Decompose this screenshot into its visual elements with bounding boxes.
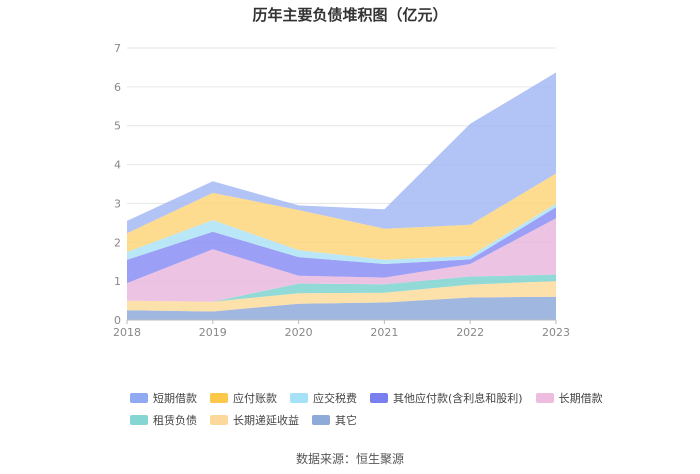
x-tick-label: 2020 [285,326,313,339]
y-tick-label: 0 [114,314,121,327]
legend-item[interactable]: 应付账款 [210,390,277,406]
legend-item[interactable]: 长期递延收益 [210,412,299,428]
y-tick-label: 1 [114,275,121,288]
area-租赁负债 [127,274,556,302]
legend-label: 其它 [335,414,357,427]
legend-swatch [130,393,148,403]
legend-swatch [210,415,228,425]
legend-item[interactable]: 应交税费 [290,390,357,406]
x-tick-label: 2018 [113,326,141,339]
y-tick-label: 2 [114,236,121,249]
legend-swatch [370,393,388,403]
legend-swatch [130,415,148,425]
y-tick-label: 5 [114,120,121,133]
x-tick-label: 2021 [370,326,398,339]
legend-item[interactable]: 短期借款 [130,390,197,406]
y-tick-label: 7 [114,42,121,55]
y-tick-label: 3 [114,197,121,210]
legend: 短期借款 应付账款 应交税费 其他应付款(含利息和股利) 长期借款 租赁负债 长期递延收益… [130,389,603,433]
legend-swatch [290,393,308,403]
legend-label: 长期借款 [558,392,603,405]
legend-row: 租赁负债 长期递延收益 其它 [130,411,590,429]
legend-item[interactable]: 其它 [312,412,357,428]
axes: 2018 2019 2020 2021 2022 2023 [113,319,570,339]
legend-label: 短期借款 [153,392,197,405]
x-tick-label: 2023 [542,326,570,339]
data-source: 数据来源：恒生聚源 [295,452,404,466]
legend-label: 租赁负债 [153,414,197,427]
legend-row: 短期借款 应付账款 应交税费 其他应付款(含利息和股利) 长期借款 [130,389,603,407]
legend-label: 其他应付款(含利息和股利) [393,392,523,405]
legend-label: 应交税费 [313,392,357,405]
area-长期递延收益 [127,281,556,312]
y-tick-label: 4 [114,159,121,172]
legend-label: 长期递延收益 [233,414,299,427]
area-应付账款 [127,173,556,260]
legend-item[interactable]: 其他应付款(含利息和股利) [370,390,523,406]
legend-swatch [312,415,330,425]
y-tick-label: 6 [114,81,121,94]
legend-item[interactable]: 租赁负债 [130,412,197,428]
legend-swatch [535,393,554,403]
stacked-area-chart: 0 1 2 3 4 5 6 7 2018 2019 2020 2021 2022 2023 [113,42,570,339]
x-tick-label: 2019 [199,326,227,339]
legend-label: 应付账款 [233,392,277,405]
legend-item[interactable]: 长期借款 [535,390,603,406]
area-series [127,72,556,320]
chart-title: 历年主要负债堆积图（亿元） [252,6,448,24]
legend-swatch [210,393,228,403]
x-tick-label: 2022 [456,326,484,339]
area-其它 [127,296,556,320]
area-长期借款 [127,218,556,302]
area-短期借款 [127,72,556,234]
area-其他应付款(含利息和股利) [127,207,556,284]
